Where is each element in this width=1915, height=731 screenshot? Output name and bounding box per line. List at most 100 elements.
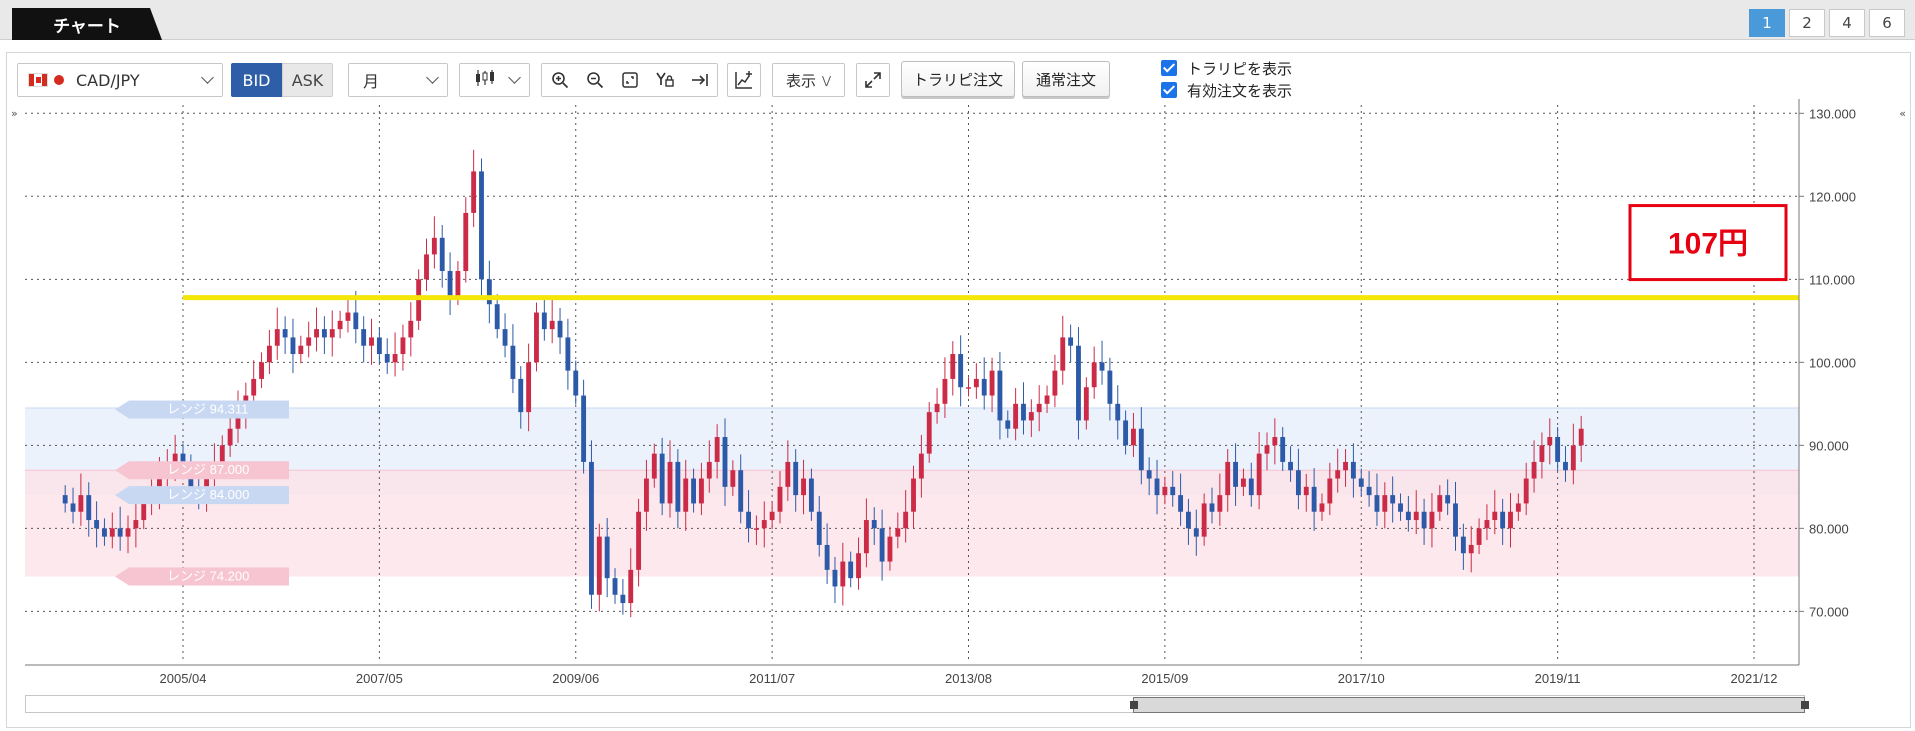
scroll-handle-left[interactable] [1130,701,1138,709]
candle-body [376,337,382,355]
candle-body [1437,495,1443,512]
candle-body [691,478,697,504]
candle-body [471,171,477,213]
candle-body [1272,437,1278,446]
candle-body [895,528,901,537]
candle-body [298,345,304,355]
candle-body [1500,511,1506,529]
layout-6-button[interactable]: 6 [1869,9,1905,37]
candle-body [1476,528,1482,545]
candle-body [62,495,68,504]
candle-body [227,428,233,446]
candle-body [117,528,123,537]
candle-body [392,354,398,363]
chart-type-select[interactable] [459,63,530,97]
expand-left-icon[interactable]: » [11,107,18,120]
checkbox-checked-icon[interactable] [1161,82,1177,98]
indicator-add-icon[interactable] [727,63,761,97]
candle-body [1138,428,1144,471]
candle-body [290,337,296,355]
candle-body [1028,412,1034,421]
candle-body [651,453,657,479]
candle-body [172,453,178,462]
checkbox-checked-icon[interactable] [1161,60,1177,76]
candle-body [1036,403,1042,413]
candle-body [1311,486,1317,512]
candle-body [604,536,610,579]
candle-body [1044,395,1050,404]
layout-4-button[interactable]: 4 [1829,9,1865,37]
fullscreen-icon[interactable] [856,63,890,97]
candle-body [282,329,288,338]
y-tick-label: 70.000 [1809,604,1849,619]
candle-body [832,569,838,587]
y-axis-lock-icon[interactable] [647,64,682,96]
trap-repeat-order-button[interactable]: トラリピ注文 [901,61,1015,97]
candle-body [431,237,437,255]
period-select[interactable]: 月 [348,63,448,97]
symbol-select[interactable]: CAD/JPY [17,63,223,97]
show-trap-checkbox[interactable]: トラリピを表示 [1161,57,1292,79]
candle-body [856,553,861,579]
range-label: レンジ 94.311 [167,402,248,417]
candle-body [1382,495,1388,512]
candle-body [1240,478,1246,487]
layout-2-button[interactable]: 2 [1789,9,1825,37]
y-tick-label: 80.000 [1809,521,1849,536]
candle-body [573,370,579,396]
candle-body [266,345,272,363]
period-label: 月 [363,72,380,91]
range-label: レンジ 84.000 [167,487,249,502]
x-tick-label: 2015/09 [1141,671,1188,686]
ask-button[interactable]: ASK [282,63,333,97]
normal-order-button[interactable]: 通常注文 [1022,61,1110,97]
candle-body [424,254,429,280]
candle-body [1390,495,1396,504]
zoom-out-icon[interactable] [577,64,612,96]
candle-body [141,503,147,521]
bid-button[interactable]: BID [231,63,282,97]
scroll-handle-right[interactable] [1801,701,1809,709]
candle-body [345,312,351,321]
candle-body [1068,337,1074,346]
candlestick-icon [474,69,496,91]
candle-body [479,171,484,280]
y-tick-label: 110.000 [1809,272,1855,287]
candle-body [1515,503,1521,512]
candle-body [903,511,909,529]
candle-body [1578,428,1584,446]
candle-body [251,378,257,396]
candle-body [589,461,594,595]
candle-body [840,561,846,587]
candle-body [314,329,319,338]
candle-body [400,337,406,355]
display-label: 表示 [785,71,816,90]
show-active-orders-checkbox[interactable]: 有効注文を表示 [1161,79,1292,101]
candle-body [1146,470,1152,479]
candle-body [942,378,948,404]
time-scrollbar-thumb[interactable] [1133,697,1805,713]
candle-body [486,279,492,305]
candle-body [1280,437,1286,462]
candle-body [801,478,806,496]
display-button[interactable]: 表示 ⋁ [772,63,845,97]
tab-chart[interactable]: チャート [12,8,162,40]
candle-body [455,271,461,296]
candle-body [667,461,673,504]
zoom-in-icon[interactable] [542,64,577,96]
candle-body [644,478,649,512]
fit-icon[interactable] [612,64,647,96]
collapse-right-icon[interactable]: « [1899,107,1906,120]
candle-body [989,370,995,396]
candle-body [541,312,547,330]
candle-body [494,304,500,330]
candle-body [1468,544,1474,554]
candle-body [1264,445,1270,454]
layout-1-button[interactable]: 1 [1749,9,1785,37]
price-chart[interactable]: レンジ 94.311 レンジ 87.000 レンジ 84.000 レンジ 74.200… [7,53,1912,693]
scroll-end-icon[interactable] [682,64,717,96]
candle-body [863,520,869,554]
x-tick-label: 2005/04 [160,671,207,686]
candle-body [321,329,327,338]
candle-body [1319,503,1325,512]
